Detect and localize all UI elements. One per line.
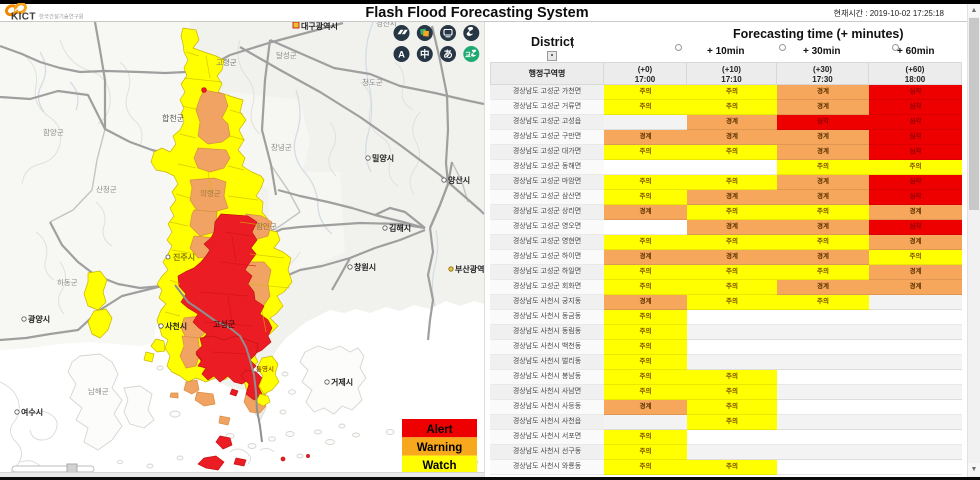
svg-text:A: A: [398, 50, 405, 61]
svg-text:함양군: 함양군: [43, 128, 64, 137]
svg-text:합천군: 합천군: [162, 113, 184, 123]
svg-text:창녕군: 창녕군: [271, 143, 292, 152]
svg-text:달성군: 달성군: [276, 51, 297, 60]
svg-text:산청군: 산청군: [96, 184, 117, 194]
svg-text:김해시: 김해시: [389, 223, 411, 233]
svg-text:Warning: Warning: [417, 442, 463, 454]
svg-text:양산시: 양산시: [448, 175, 470, 185]
svg-text:광양시: 광양시: [28, 314, 50, 324]
svg-text:하동군: 하동군: [57, 277, 78, 287]
svg-text:경산시: 경산시: [376, 22, 397, 28]
svg-text:진주시: 진주시: [173, 252, 195, 262]
svg-text:함안군: 함안군: [256, 221, 277, 231]
svg-text:고성군: 고성군: [213, 319, 236, 329]
svg-text:밀양시: 밀양시: [372, 153, 394, 163]
svg-text:KICT: KICT: [11, 12, 36, 23]
svg-text:Alert: Alert: [426, 424, 452, 436]
svg-text:中: 中: [420, 49, 430, 61]
svg-text:대구광역시: 대구광역시: [301, 22, 338, 31]
svg-text:あ: あ: [443, 49, 453, 61]
svg-text:남해군: 남해군: [88, 386, 109, 396]
svg-text:거제시: 거제시: [331, 377, 353, 387]
svg-text:교: 교: [465, 51, 471, 59]
svg-text:여수시: 여수시: [21, 407, 43, 417]
svg-text:통영시: 통영시: [256, 364, 274, 373]
svg-text:사천시: 사천시: [165, 321, 187, 331]
svg-text:한국건설기술연구원: 한국건설기술연구원: [39, 13, 84, 21]
svg-text:청도군: 청도군: [362, 78, 383, 87]
svg-text:Watch: Watch: [422, 460, 456, 472]
svg-text:의령군: 의령군: [200, 188, 221, 198]
svg-text:부산광역: 부산광역: [455, 264, 484, 274]
svg-text:창원시: 창원시: [354, 262, 376, 272]
svg-text:고령군: 고령군: [216, 58, 237, 67]
